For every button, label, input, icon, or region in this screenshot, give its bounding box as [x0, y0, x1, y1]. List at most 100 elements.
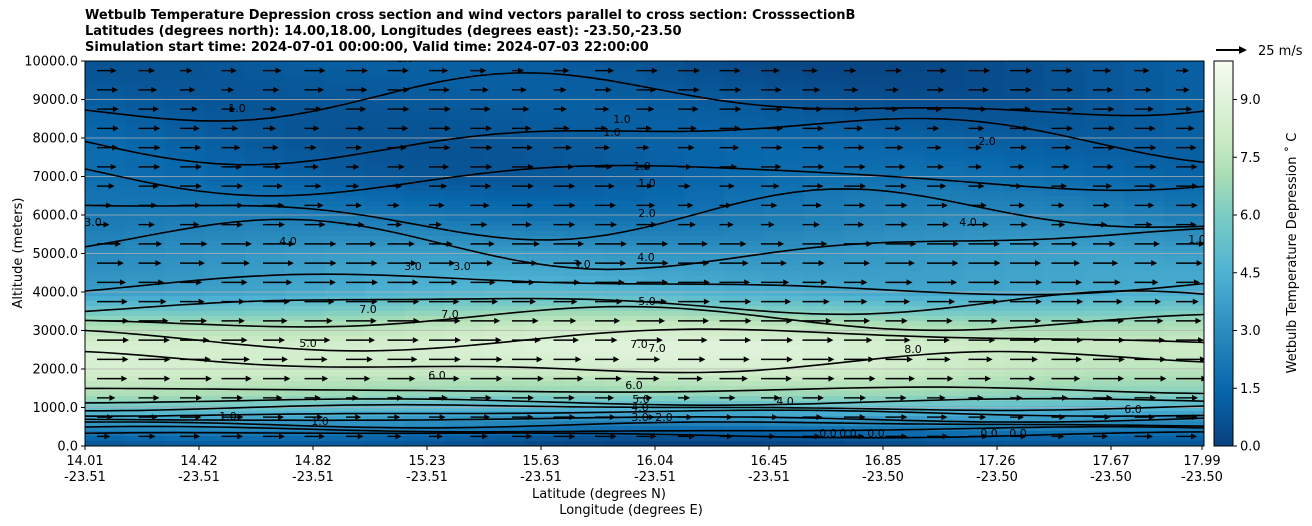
field-cell — [85, 256, 126, 262]
field-cell — [244, 186, 286, 192]
field-cell — [844, 131, 885, 137]
field-cell — [804, 61, 845, 67]
wind-vector — [346, 356, 373, 363]
wind-vector — [636, 356, 661, 363]
field-cell — [844, 441, 885, 446]
wind-vector — [636, 86, 657, 93]
wind-vector — [1093, 317, 1125, 324]
field-cell — [1004, 311, 1045, 317]
field-cell — [284, 351, 326, 357]
wind-vector — [636, 163, 651, 170]
field-cell — [324, 371, 366, 377]
wind-vector — [512, 240, 540, 247]
field-cell — [964, 121, 1005, 127]
field-cell — [244, 316, 286, 322]
field-cell — [604, 256, 646, 262]
field-cell — [284, 161, 326, 167]
wind-vector — [512, 375, 544, 382]
wind-vector — [1093, 144, 1115, 151]
field-cell — [164, 316, 206, 322]
wind-vector — [221, 144, 241, 151]
field-cell — [764, 236, 805, 242]
field-cell — [404, 261, 446, 267]
field-cell — [444, 301, 486, 307]
field-cell — [564, 186, 606, 192]
field-cell — [604, 381, 646, 387]
wind-vector — [180, 375, 212, 382]
field-cell — [284, 296, 326, 302]
wind-vector — [927, 433, 949, 440]
contour-label: 2.0 — [978, 135, 996, 148]
field-cell — [524, 401, 566, 407]
field-cell — [964, 311, 1005, 317]
field-cell — [604, 166, 646, 172]
field-cell — [844, 381, 885, 387]
field-cell — [764, 151, 805, 157]
field-cell — [484, 106, 526, 112]
field-cell — [604, 216, 646, 222]
field-cell — [1084, 421, 1125, 427]
wind-vector — [138, 375, 171, 382]
field-cell — [924, 126, 965, 132]
field-cell — [564, 66, 606, 72]
field-cell — [444, 156, 486, 162]
field-cell — [244, 371, 286, 377]
wind-vector — [138, 433, 156, 440]
field-cell — [764, 136, 805, 142]
wind-vector — [844, 375, 876, 382]
field-cell — [1004, 181, 1045, 187]
field-cell — [1124, 96, 1165, 102]
field-cell — [85, 141, 126, 147]
field-cell — [204, 281, 246, 287]
field-cell — [284, 121, 326, 127]
field-cell — [524, 246, 566, 252]
wind-vector — [595, 298, 623, 305]
field-cell — [284, 221, 326, 227]
field-cell — [564, 426, 606, 432]
wind-vector — [1051, 279, 1082, 286]
field-cell — [1004, 151, 1045, 157]
wind-vector — [221, 414, 244, 421]
field-cell — [1164, 436, 1204, 442]
field-cell — [604, 111, 646, 117]
field-cell — [1124, 181, 1165, 187]
field-cell — [324, 166, 366, 172]
field-cell — [1084, 346, 1125, 352]
field-cell — [204, 361, 246, 367]
field-cell — [764, 201, 805, 207]
wind-vector — [595, 394, 615, 401]
field-cell — [324, 201, 366, 207]
wind-vector — [97, 202, 113, 209]
field-cell — [804, 396, 845, 402]
field-cell — [324, 351, 366, 357]
field-cell — [524, 316, 566, 322]
wind-vector — [221, 394, 243, 401]
field-cell — [684, 131, 726, 137]
wind-vector — [138, 202, 158, 209]
field-cell — [964, 151, 1005, 157]
wind-vector — [304, 202, 324, 209]
field-cell — [924, 401, 965, 407]
wind-vector — [1093, 163, 1114, 170]
field-cell — [204, 331, 246, 337]
field-cell — [564, 106, 606, 112]
field-cell — [684, 61, 726, 67]
field-cell — [1164, 326, 1204, 332]
field-cell — [564, 121, 606, 127]
field-cell — [1044, 61, 1085, 67]
field-cell — [644, 141, 686, 147]
field-cell — [324, 376, 366, 382]
field-cell — [1044, 206, 1085, 212]
field-cell — [204, 271, 246, 277]
field-cell — [844, 181, 885, 187]
field-cell — [644, 191, 686, 197]
field-cell — [564, 141, 606, 147]
field-cell — [844, 61, 885, 67]
field-cell — [564, 276, 606, 282]
wind-vector — [138, 298, 167, 305]
field-cell — [724, 381, 765, 387]
field-cell — [764, 246, 805, 252]
field-cell — [1164, 341, 1204, 347]
wind-vector — [512, 298, 536, 305]
field-cell — [324, 126, 366, 132]
